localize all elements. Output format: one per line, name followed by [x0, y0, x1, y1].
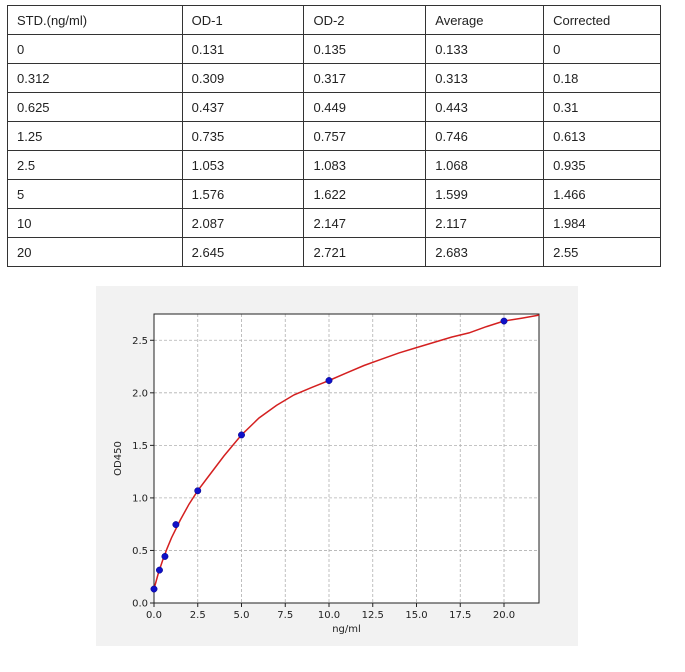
column-header: Average	[425, 5, 545, 35]
column-header: OD-1	[181, 5, 305, 35]
table-cell: 0.317	[303, 63, 427, 93]
table-cell: 0.735	[181, 121, 305, 151]
x-tick-label: 17.5	[449, 610, 471, 621]
table-row: 0.625 0.437 0.449 0.443 0.31	[7, 92, 661, 122]
table-cell: 2.117	[425, 208, 545, 238]
data-point	[500, 317, 508, 325]
table-cell: 0.312	[7, 63, 183, 93]
table-cell: 0.135	[303, 34, 427, 64]
column-header: Corrected	[543, 5, 661, 35]
table-cell: 2.721	[303, 237, 427, 267]
table-cell: 0.18	[543, 63, 661, 93]
table-cell: 1.622	[303, 179, 427, 209]
y-axis-label: OD450	[113, 441, 124, 476]
table-cell: 0.935	[543, 150, 661, 180]
table-cell: 5	[7, 179, 183, 209]
table-cell: 10	[7, 208, 183, 238]
table-cell: 1.576	[181, 179, 305, 209]
standards-table-body: STD.(ng/ml) OD-1 OD-2 Average Corrected 0 0.13…	[7, 5, 661, 267]
column-header: OD-2	[303, 5, 427, 35]
table-cell: 2.147	[303, 208, 427, 238]
table-cell: 0.131	[181, 34, 305, 64]
data-point	[325, 377, 333, 384]
table-cell: 0.757	[303, 121, 427, 151]
table-row: 0 0.131 0.135 0.133 0	[7, 34, 661, 64]
table-cell: 0.449	[303, 92, 427, 122]
table-row: 20 2.645 2.721 2.683 2.55	[7, 237, 661, 267]
y-tick-label: 1.5	[132, 441, 148, 452]
fit-curve-line	[153, 314, 540, 590]
table-cell: 0.625	[7, 92, 183, 122]
column-header: STD.(ng/ml)	[7, 5, 183, 35]
table-cell: 1.053	[181, 150, 305, 180]
data-point	[172, 521, 180, 529]
table-cell: 1.466	[543, 179, 661, 209]
table-cell: 2.55	[543, 237, 661, 267]
x-tick-label: 20.0	[493, 610, 515, 621]
table-cell: 2.683	[425, 237, 545, 267]
y-tick-label: 2.5	[132, 336, 148, 347]
table-header-row: STD.(ng/ml) OD-1 OD-2 Average Corrected	[7, 5, 661, 35]
y-tick-label: 1.0	[132, 493, 148, 504]
table-cell: 1.984	[543, 208, 661, 238]
table-row: 1.25 0.735 0.757 0.746 0.613	[7, 121, 661, 151]
table-cell: 0.309	[181, 63, 305, 93]
table-cell: 0.133	[425, 34, 545, 64]
y-tick-label: 2.0	[132, 388, 148, 399]
y-tick-label: 0.0	[132, 599, 148, 610]
table-row: 10 2.087 2.147 2.117 1.984	[7, 208, 661, 238]
table-cell: 1.083	[303, 150, 427, 180]
x-tick-label: 10.0	[318, 610, 340, 621]
table-cell: 0.443	[425, 92, 545, 122]
data-point	[150, 585, 158, 593]
plot-frame	[153, 313, 540, 604]
table-cell: 0	[543, 34, 661, 64]
table-row: 0.312 0.309 0.317 0.313 0.18	[7, 63, 661, 93]
table-cell: 0.313	[425, 63, 545, 93]
x-axis-label: ng/ml	[332, 624, 361, 635]
data-point	[156, 566, 163, 574]
table-cell: 0.31	[543, 92, 661, 122]
x-tick-label: 12.5	[362, 610, 384, 621]
table-row: 5 1.576 1.622 1.599 1.466	[7, 179, 661, 209]
y-tick-label: 0.5	[132, 546, 148, 557]
data-point	[161, 552, 169, 560]
x-tick-label: 0.0	[146, 610, 162, 621]
standard-curve-chart: 0.0 2.5 5.0 7.5 10.0 12.5 15.0 17.5 20.0 0.0 0.5 1.…	[113, 313, 540, 635]
table-row: 2.5 1.053 1.083 1.068 0.935	[7, 150, 661, 180]
table-cell: 1.599	[425, 179, 545, 209]
plot-area	[154, 314, 539, 603]
table-cell: 0.613	[543, 121, 661, 151]
table-cell: 0	[7, 34, 183, 64]
table-cell: 1.25	[7, 121, 183, 151]
data-point	[194, 487, 202, 495]
x-tick-label: 5.0	[234, 610, 250, 621]
x-tick-label: 7.5	[277, 610, 293, 621]
standard-curve-panel: 0.0 2.5 5.0 7.5 10.0 12.5 15.0 17.5 20.0 0.0 0.5 1.…	[96, 286, 578, 646]
data-point	[238, 431, 245, 439]
table-cell: 2.645	[181, 237, 305, 267]
table-cell: 0.437	[181, 92, 305, 122]
table-cell: 1.068	[425, 150, 545, 180]
x-tick-label: 15.0	[405, 610, 427, 621]
standards-table: STD.(ng/ml) OD-1 OD-2 Average Corrected 0 0.13…	[7, 5, 661, 267]
table-cell: 2.5	[7, 150, 183, 180]
x-tick-label: 2.5	[190, 610, 206, 621]
table-cell: 2.087	[181, 208, 305, 238]
table-cell: 0.746	[425, 121, 545, 151]
table-cell: 20	[7, 237, 183, 267]
